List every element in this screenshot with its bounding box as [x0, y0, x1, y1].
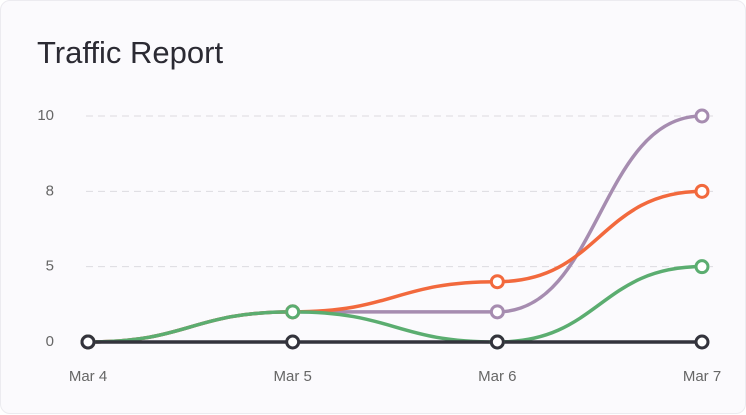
- chart-title: Traffic Report: [37, 35, 223, 70]
- x-tick-label: Mar 4: [69, 368, 107, 385]
- point-marker: [694, 183, 710, 199]
- point-marker: [489, 304, 505, 320]
- y-tick-label: 5: [46, 258, 54, 275]
- point-marker: [285, 334, 301, 350]
- point-marker: [80, 334, 96, 350]
- x-tick-label: Mar 7: [683, 368, 721, 385]
- x-tick-label: Mar 5: [273, 368, 311, 385]
- point-marker: [285, 304, 301, 320]
- point-marker: [694, 108, 710, 124]
- series-line: [87, 264, 703, 344]
- series-line: [87, 189, 703, 344]
- y-tick-label: 10: [37, 107, 54, 124]
- point-marker: [489, 274, 505, 290]
- x-tick-label: Mar 6: [478, 368, 516, 385]
- y-tick-label: 8: [46, 182, 54, 199]
- point-marker: [694, 334, 710, 350]
- y-tick-label: 0: [46, 333, 54, 350]
- point-marker: [694, 259, 710, 275]
- point-marker: [489, 334, 505, 350]
